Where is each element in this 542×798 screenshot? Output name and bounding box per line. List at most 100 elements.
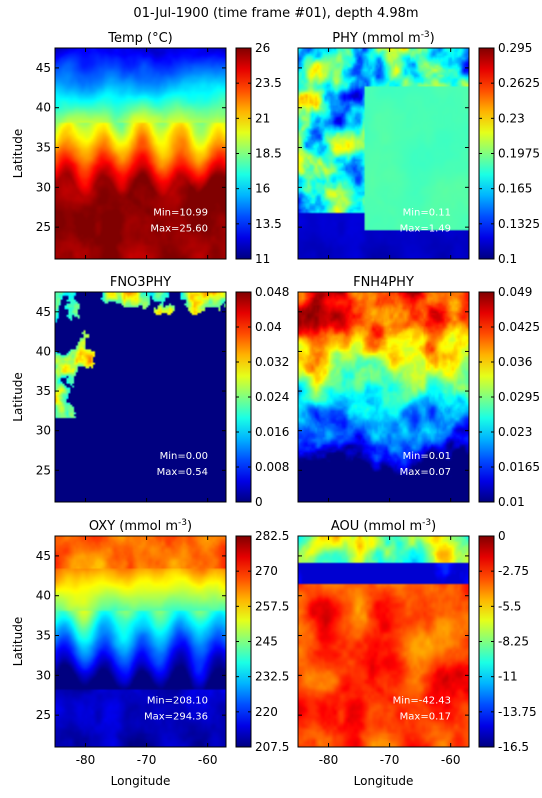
y-axis-label: Latitude (11, 129, 25, 178)
colorbar-tick-label: 18.5 (255, 147, 282, 161)
y-tick-label: 45 (36, 549, 51, 563)
colorbar-tick-label: 232.5 (255, 670, 289, 684)
heatmap-field (298, 292, 469, 502)
panel-title-end: ) (187, 519, 192, 534)
x-axis-label: Longitude (111, 774, 171, 788)
colorbar-tick-label: 0.008 (255, 460, 289, 474)
y-tick-label: 25 (36, 708, 51, 722)
y-tick-label: 25 (36, 463, 51, 477)
panel-title-main: Temp (°C) (107, 31, 173, 46)
y-tick-label: 45 (36, 61, 51, 75)
x-tick-label: -60 (198, 753, 218, 767)
panel-2: FNO3PHY 25 30 35 40 45 Latitude Min=0.00 Max=0.5… (11, 275, 289, 509)
panel-3: FNH4PHY Min=0.01 Max=0.07 0.049 0.0425 0.036 0… (297, 275, 540, 509)
colorbar-tick-label: 0.048 (255, 285, 289, 299)
colorbar-tick-label: 0.1 (498, 252, 517, 266)
plot-frame (297, 47, 470, 260)
panel-title: OXY (mmol m-3) (89, 518, 192, 534)
colorbar-tick-label: 207.5 (255, 740, 289, 754)
colorbar-tick-label: -8.25 (498, 635, 529, 649)
y-axis-label: Latitude (11, 617, 25, 666)
heatmap-field (298, 48, 469, 259)
stats-min: Min=0.01 (403, 451, 451, 462)
panel-title-sup: -3 (421, 30, 430, 40)
panel-title-main: FNO3PHY (110, 275, 171, 290)
colorbar-tick-label: 0.032 (255, 355, 289, 369)
plot-frame (54, 291, 227, 503)
colorbar-tick-label: 0.024 (255, 390, 289, 404)
x-axis-label: Longitude (354, 774, 414, 788)
colorbar-tick-label: -11 (498, 670, 518, 684)
stats-min: Min=0.11 (403, 208, 451, 219)
y-tick-label: 30 (36, 668, 51, 682)
x-tick-label: -70 (380, 753, 400, 767)
colorbar-tick-label: -5.5 (498, 599, 521, 613)
panel-title-main: PHY (mmol m (332, 31, 420, 46)
y-tick-label: 35 (36, 384, 51, 398)
colorbar-tick-label: -13.75 (498, 705, 537, 719)
colorbar-tick-label: 26 (255, 41, 270, 55)
stats-min: Min=0.00 (160, 451, 208, 462)
colorbar-tick-label: 0.295 (498, 41, 532, 55)
y-tick-label: 35 (36, 141, 51, 155)
panel-title: FNO3PHY (110, 275, 171, 290)
panel-title: Temp (°C) (107, 31, 173, 46)
colorbar-tick-label: 0.01 (498, 495, 525, 509)
stats-max: Max=0.07 (400, 467, 451, 478)
colorbar-tick-label: 0.1975 (498, 147, 540, 161)
heatmap-field (55, 292, 226, 502)
colorbar-tick-label: 257.5 (255, 599, 289, 613)
panel-1: PHY (mmol m-3) Min=0.11 Max=1.49 0.295 0.262… (297, 30, 540, 266)
colorbar-tick-label: 0.2625 (498, 76, 540, 90)
panel-0: Temp (°C) 25 30 35 40 45 Latitude Min=10.99 Max=… (11, 31, 282, 266)
colorbar-tick-label: 0.049 (498, 285, 532, 299)
stats-max: Max=294.36 (144, 712, 208, 723)
panel-title-main: OXY (mmol m (89, 519, 178, 534)
colorbar-tick-label: 0.0165 (498, 460, 540, 474)
y-tick-label: 40 (36, 589, 51, 603)
y-tick-label: 25 (36, 220, 51, 234)
y-tick-label: 45 (36, 305, 51, 319)
colorbar-tick-label: 0.023 (498, 425, 532, 439)
colorbar-tick-label: 0.0425 (498, 320, 540, 334)
colorbar-tick-label: 11 (255, 252, 270, 266)
y-tick-label: 40 (36, 101, 51, 115)
panel-title: PHY (mmol m-3) (332, 30, 435, 46)
y-tick-label: 30 (36, 424, 51, 438)
stats-min: Min=208.10 (147, 696, 208, 707)
x-tick-label: -70 (137, 753, 157, 767)
y-axis-label: Latitude (11, 372, 25, 421)
colorbar-tick-label: 282.5 (255, 529, 289, 543)
panel-4: OXY (mmol m-3) -80 -70 -60 25 30 35 40 45 Latitud… (11, 518, 289, 788)
y-tick-label: 30 (36, 180, 51, 194)
panel-title: FNH4PHY (353, 275, 414, 290)
panel-title-sup: -3 (422, 518, 431, 528)
colorbar-tick-label: 270 (255, 564, 278, 578)
colorbar-tick-label: 0.016 (255, 425, 289, 439)
colorbar-tick-label: 0.1325 (498, 217, 540, 231)
panel-5: AOU (mmol m-3) -80 -70 -60 Longitude Min=-42.… (297, 518, 537, 788)
stats-max: Max=0.54 (157, 467, 208, 478)
panel-title-main: AOU (mmol m (331, 519, 422, 534)
panel-title: AOU (mmol m-3) (331, 518, 436, 534)
heatmap-field (55, 536, 226, 747)
colorbar-tick-label: 0 (498, 529, 506, 543)
y-tick-label: 40 (36, 344, 51, 358)
plot-frame (297, 291, 470, 503)
colorbar-tick-label: 0.0295 (498, 390, 540, 404)
figure-title: 01-Jul-1900 (time frame #01), depth 4.98… (133, 6, 418, 21)
colorbar-tick-label: 16 (255, 182, 270, 196)
heatmap-field (298, 536, 469, 747)
plot-frame (297, 535, 470, 748)
colorbar-tick-label: 0.04 (255, 320, 282, 334)
plot-frame (54, 535, 227, 748)
plot-frame (54, 47, 227, 260)
panel-title-end: ) (431, 519, 436, 534)
x-tick-label: -60 (441, 753, 461, 767)
colorbar-tick-label: 0.036 (498, 355, 532, 369)
x-tick-label: -80 (319, 753, 339, 767)
panels: Temp (°C) 25 30 35 40 45 Latitude Min=10.99 Max=… (11, 30, 540, 788)
stats-max: Max=0.17 (400, 712, 451, 723)
x-tick-label: -80 (76, 753, 96, 767)
